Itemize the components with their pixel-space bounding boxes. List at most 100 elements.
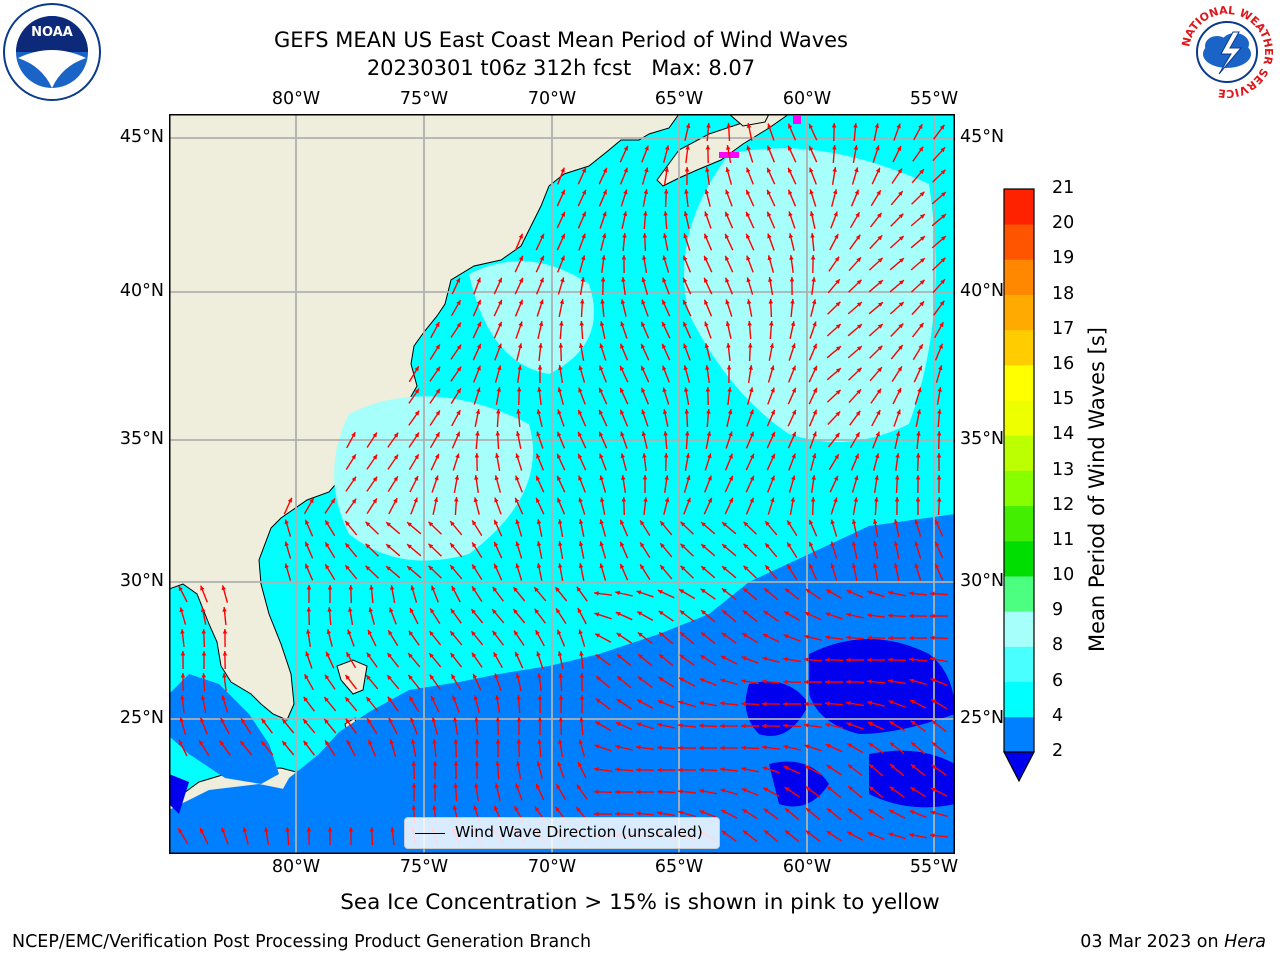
wave-arrow-head	[867, 613, 872, 618]
wave-arrow-head	[939, 124, 945, 130]
wave-arrow-head	[557, 409, 562, 415]
wave-arrow-head	[219, 740, 225, 746]
wave-arrow-head	[827, 786, 832, 791]
wave-arrow-head	[767, 233, 772, 239]
colorbar-segment	[1004, 505, 1034, 542]
wave-arrow-head	[855, 432, 860, 438]
wave-arrow-head	[762, 745, 767, 750]
wave-arrow-head	[909, 635, 914, 641]
wave-arrow-head	[515, 563, 520, 569]
wave-arrow-head	[805, 830, 811, 836]
wave-arrow-head	[428, 521, 434, 527]
wave-arrow-head	[826, 831, 832, 836]
wave-arrow-head	[641, 431, 647, 437]
wave-arrow-head	[434, 475, 439, 481]
wave-arrow-head	[662, 255, 667, 261]
wave-arrow-head	[683, 343, 688, 349]
wave-arrow-head	[685, 145, 690, 150]
wave-arrow-head	[935, 563, 940, 569]
wave-arrow-head	[721, 809, 726, 814]
wave-arrow-head	[725, 211, 730, 217]
wave-arrow-head	[684, 409, 689, 414]
colorbar-title: Mean Period of Wind Waves [s]	[1085, 327, 1109, 652]
wave-arrow-head	[558, 717, 564, 722]
wave-arrow-head	[621, 497, 627, 502]
wave-arrow-head	[369, 827, 375, 832]
wave-arrow-head	[743, 588, 748, 593]
wave-arrow-head	[917, 365, 922, 371]
wave-arrow-head	[515, 783, 520, 789]
wave-arrow-head	[875, 145, 880, 151]
wave-arrow-head	[684, 189, 689, 194]
wave-arrow-head	[722, 522, 727, 527]
wave-arrow-head	[769, 343, 775, 348]
wave-arrow-head	[536, 475, 541, 481]
wave-arrow-head	[893, 519, 899, 524]
wave-arrow-head	[835, 389, 841, 395]
wave-arrow-head	[474, 783, 479, 788]
wave-arrow-head	[200, 717, 205, 723]
wave-arrow-head	[854, 453, 859, 459]
lon-tick-bottom: 60°W	[782, 857, 832, 877]
wave-arrow-head	[720, 678, 726, 683]
wave-arrow-head	[749, 497, 754, 503]
wave-arrow-head	[898, 345, 903, 350]
wave-arrow-head	[602, 189, 607, 195]
wave-arrow-head	[617, 676, 622, 681]
wave-arrow-head	[387, 652, 392, 658]
wave-arrow-head	[678, 789, 683, 794]
wave-arrow-head	[579, 673, 585, 678]
colorbar-tick-label: 11	[1052, 529, 1075, 550]
wave-arrow-head	[704, 277, 709, 283]
wave-arrow-head	[741, 788, 747, 793]
wave-arrow-head	[621, 277, 626, 282]
wave-arrow-head	[889, 809, 894, 814]
wave-arrow-head	[594, 789, 599, 795]
wave-arrow-head	[720, 767, 725, 772]
wave-arrow-head	[623, 145, 628, 151]
wave-arrow-head	[721, 632, 727, 638]
wave-arrow-head	[435, 432, 440, 438]
wave-arrow-head	[830, 541, 835, 547]
wave-arrow-head	[494, 563, 499, 569]
wave-arrow-head	[686, 497, 691, 503]
wave-arrow-head	[767, 123, 772, 129]
wave-arrow-head	[473, 695, 479, 701]
wave-arrow-head	[620, 343, 625, 349]
wave-arrow-head	[704, 255, 709, 261]
wave-arrow-head	[407, 522, 412, 527]
wave-arrow-head	[930, 787, 936, 792]
wave-arrow-head	[720, 788, 726, 793]
wave-arrow-head	[429, 653, 434, 658]
wave-arrow-head	[637, 611, 643, 616]
wave-arrow-head	[767, 211, 772, 217]
wave-arrow-head	[762, 766, 768, 771]
wave-arrow-head	[826, 589, 832, 594]
wave-arrow-head	[878, 280, 883, 285]
lon-tick-bottom: 65°W	[654, 857, 704, 877]
wave-arrow-head	[877, 367, 882, 372]
wave-arrow-head	[557, 431, 562, 437]
wave-arrow-head	[615, 767, 620, 772]
wave-arrow-head	[662, 409, 668, 414]
wave-arrow-head	[679, 677, 684, 682]
wave-arrow-head	[701, 566, 706, 571]
wave-arrow-head	[476, 365, 481, 371]
wave-arrow-head	[662, 365, 667, 371]
wave-arrow-head	[783, 701, 788, 707]
wave-arrow-head	[706, 431, 712, 436]
wave-arrow-head	[721, 588, 727, 593]
wave-arrow-head	[935, 519, 940, 525]
wave-arrow-head	[895, 453, 900, 458]
wave-arrow-head	[643, 189, 649, 194]
wave-arrow-head	[560, 167, 565, 173]
wave-arrow-head	[940, 279, 945, 285]
wave-arrow-head	[495, 739, 501, 744]
wave-arrow-head	[594, 744, 600, 749]
wave-arrow-head	[811, 277, 816, 282]
wave-arrow-head	[917, 387, 922, 393]
wave-arrow-head	[851, 563, 857, 568]
wave-arrow-head	[578, 739, 583, 745]
wave-arrow-head	[622, 211, 628, 216]
wave-arrow-head	[492, 609, 497, 614]
